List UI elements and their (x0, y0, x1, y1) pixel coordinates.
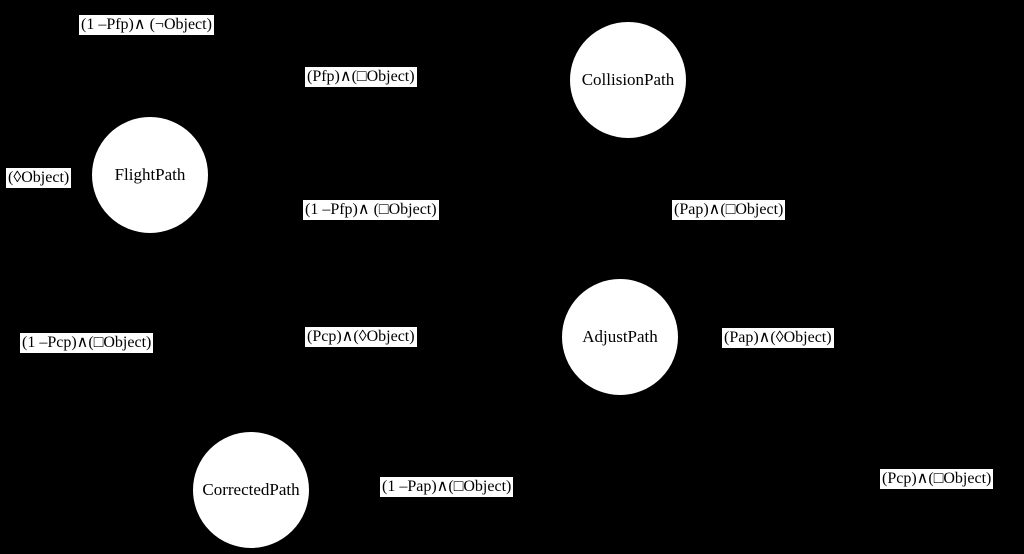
graph-canvas: FlightPath CollisionPath AdjustPath Corr… (0, 0, 1024, 554)
node-adjustpath: AdjustPath (560, 277, 680, 397)
node-collisionpath-label: CollisionPath (582, 70, 675, 90)
node-correctedpath: CorrectedPath (191, 430, 311, 550)
label-fp-entry: (◊Object) (6, 168, 71, 188)
node-collisionpath: CollisionPath (568, 20, 688, 140)
label-corr-to-fp: (1 –Pcp)∧(□Object) (20, 333, 153, 353)
label-ap-to-corr: (Pcp)∧(◊Object) (305, 327, 417, 347)
label-corr-to-ap: (Pcp)∧(□Object) (880, 469, 993, 489)
label-cp-to-ap: (Pap)∧(□Object) (672, 200, 785, 220)
label-fp-to-ap: (1 –Pfp)∧ (□Object) (303, 200, 439, 220)
node-flightpath-label: FlightPath (115, 165, 186, 185)
label-fp-to-cp: (Pfp)∧(□Object) (305, 67, 417, 87)
node-adjustpath-label: AdjustPath (582, 327, 658, 347)
edges-layer (0, 0, 1024, 554)
label-ap-self: (Pap)∧(◊Object) (722, 328, 834, 348)
node-flightpath: FlightPath (90, 115, 210, 235)
edge-ap-corr-upper (305, 340, 560, 460)
label-fp-self: (1 –Pfp)∧ (¬Object) (79, 15, 214, 35)
label-ap-to-corr2: (1 –Pap)∧(□Object) (380, 477, 513, 497)
node-correctedpath-label: CorrectedPath (202, 480, 299, 500)
